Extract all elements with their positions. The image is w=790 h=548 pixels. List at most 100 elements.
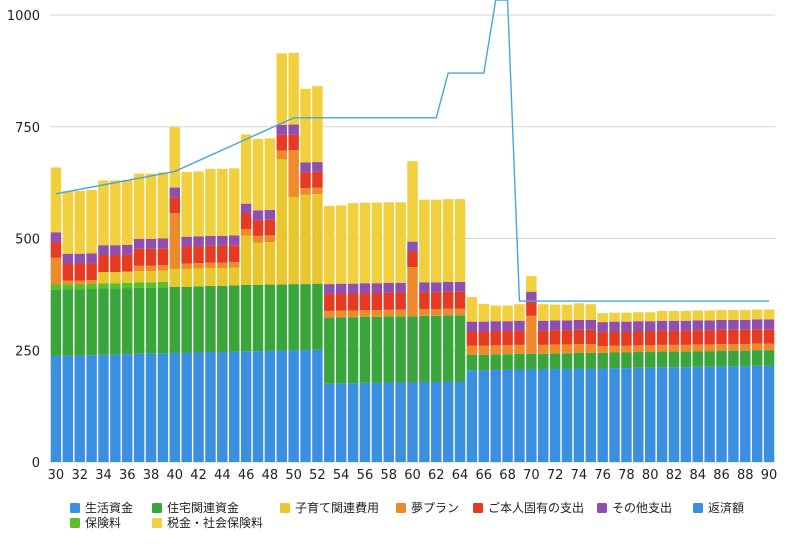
bar-segment xyxy=(240,213,252,230)
bar-segment xyxy=(264,235,276,243)
bar-segment xyxy=(193,236,204,247)
bar-segment xyxy=(407,251,418,268)
bar-segment xyxy=(181,263,192,269)
bar-segment xyxy=(50,242,62,258)
x-tick-label: 48 xyxy=(262,468,279,483)
bar-segment xyxy=(335,317,347,384)
bar-segment xyxy=(668,367,680,462)
bar-segment xyxy=(514,353,525,370)
bar-segment xyxy=(62,284,74,290)
bar-segment xyxy=(145,238,157,249)
bar-segment xyxy=(751,350,763,366)
bar-segment xyxy=(217,168,228,236)
bar-segment xyxy=(264,209,276,220)
legend-label: 税金・社会保険料 xyxy=(167,515,263,530)
bar-segment xyxy=(407,382,418,462)
bar-segment xyxy=(704,344,715,352)
bar-segment xyxy=(217,352,228,462)
bar-segment xyxy=(347,383,359,462)
bar-segment xyxy=(240,203,252,214)
bar-segment xyxy=(644,367,656,462)
bar-segment xyxy=(324,284,335,294)
bar-segment xyxy=(252,235,264,243)
bar-segment xyxy=(300,194,311,285)
bar-segment xyxy=(312,194,323,284)
bar-segment xyxy=(157,287,169,354)
bar-segment xyxy=(668,310,680,321)
bar-segment xyxy=(181,268,192,287)
bar-segment xyxy=(169,127,181,188)
bar-segment xyxy=(110,288,121,355)
bar-segment xyxy=(597,331,608,347)
y-tick-label: 0 xyxy=(32,456,40,471)
bar-segment xyxy=(692,351,703,367)
bar-segment xyxy=(371,382,383,462)
bar-segment xyxy=(597,368,608,462)
bar-segment xyxy=(276,159,287,285)
x-tick-label: 68 xyxy=(499,468,516,483)
bar-segment xyxy=(240,284,252,352)
bar-segment xyxy=(609,331,620,346)
bar-segment xyxy=(193,286,204,353)
bar-segment xyxy=(538,353,549,370)
bar-segment xyxy=(728,343,739,351)
bar-segment xyxy=(419,199,430,283)
bar-segment xyxy=(50,167,62,233)
bar-segment xyxy=(585,352,597,369)
bar-segment xyxy=(704,320,715,331)
bar-segment xyxy=(728,350,739,367)
bar-segment xyxy=(538,304,549,321)
bar-segment xyxy=(276,150,287,160)
bar-segment xyxy=(395,292,406,310)
x-tick-label: 66 xyxy=(476,468,493,483)
bar-segment xyxy=(431,381,442,462)
bar-segment xyxy=(240,235,252,285)
bar-segment xyxy=(751,319,763,330)
x-tick-label: 62 xyxy=(428,468,445,483)
bar-segment xyxy=(62,355,74,462)
bar-segment xyxy=(716,329,727,344)
bar-segment xyxy=(490,345,501,355)
bar-segment xyxy=(312,86,323,163)
bar-segment xyxy=(478,354,490,371)
bar-segment xyxy=(716,366,727,462)
bar-segment xyxy=(324,293,335,311)
bar-segment xyxy=(395,202,406,283)
bar-segment xyxy=(228,168,240,236)
bar-segment xyxy=(324,317,335,384)
y-tick-label: 750 xyxy=(15,121,40,136)
bar-segment xyxy=(300,187,311,195)
bar-segment xyxy=(763,343,775,351)
bar-segment xyxy=(335,283,347,294)
x-tick-label: 50 xyxy=(285,468,302,483)
bar-segment xyxy=(169,268,181,287)
bar-segment xyxy=(751,365,763,462)
bar-segment xyxy=(680,367,692,462)
legend-label: ご本人固有の支出 xyxy=(488,500,584,515)
bar-segment xyxy=(668,351,680,368)
bar-segment xyxy=(98,245,109,256)
bar-segment xyxy=(609,312,620,322)
bar-segment xyxy=(252,351,264,462)
bar-segment xyxy=(133,238,145,249)
bar-segment xyxy=(633,345,644,353)
bar-segment xyxy=(740,310,751,320)
bar-segment xyxy=(383,292,394,310)
bar-segment xyxy=(371,310,383,317)
bar-segment xyxy=(145,282,157,288)
bar-segment xyxy=(656,310,668,321)
bar-segment xyxy=(359,310,371,317)
x-tick-label: 54 xyxy=(333,468,350,483)
bar-segment xyxy=(62,289,74,356)
y-tick-label: 1000 xyxy=(7,9,40,24)
bar-segment xyxy=(288,124,299,135)
bar-segment xyxy=(74,284,85,290)
bar-segment xyxy=(431,199,442,283)
bar-segment xyxy=(740,350,751,367)
x-tick-label: 34 xyxy=(95,468,112,483)
bar-segment xyxy=(490,354,501,370)
bar-segment xyxy=(407,267,418,317)
bar-segment xyxy=(514,320,525,331)
bar-segment xyxy=(74,263,85,281)
bar-segment xyxy=(312,349,323,462)
